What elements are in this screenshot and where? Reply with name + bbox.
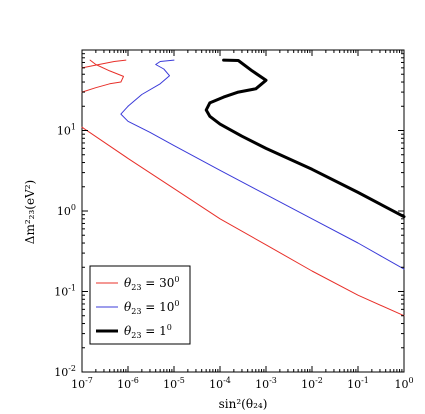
- legend-label-2: θ23 = 10: [124, 323, 172, 340]
- legend-label-0: θ23 = 300: [124, 275, 179, 292]
- legend-label-1: θ23 = 100: [124, 299, 179, 316]
- axis-ticks: [81, 50, 404, 373]
- tick-labels: 10-7 10-6 10-5 10-4 10-3 10-2 10-1 100 10-2 10-1 1…: [54, 123, 413, 392]
- x-tick-label-7: 100: [394, 376, 413, 391]
- series-0-curve-0: [81, 59, 127, 69]
- series-2-curve-0: [204, 58, 406, 219]
- y-tick-label-1: 10-1: [54, 284, 76, 299]
- series-0-curve-2: [81, 126, 405, 317]
- x-tick-label-6: 10-1: [347, 376, 369, 391]
- x-axis-label: sin²(θ₂₄): [219, 397, 268, 411]
- x-tick-label-0: 10-7: [71, 376, 93, 391]
- x-tick-label-4: 10-3: [255, 376, 277, 391]
- y-tick-label-0: 10-2: [54, 364, 76, 379]
- x-tick-label-3: 10-4: [209, 376, 231, 391]
- x-tick-label-5: 10-2: [301, 376, 323, 391]
- x-tick-label-2: 10-5: [163, 376, 185, 391]
- y-axis-label: Δm²₂₃(eV²): [23, 180, 37, 244]
- series-curves: [81, 58, 406, 317]
- x-tick-label-1: 10-6: [117, 376, 139, 391]
- y-tick-label-2: 100: [57, 203, 76, 218]
- series-1-curve-0: [127, 59, 175, 107]
- legend: θ23 = 300 θ23 = 100 θ23 = 10: [89, 265, 191, 345]
- series-0-curve-1: [81, 59, 124, 93]
- y-tick-label-3: 101: [57, 123, 76, 138]
- series-1-curve-1: [120, 105, 405, 270]
